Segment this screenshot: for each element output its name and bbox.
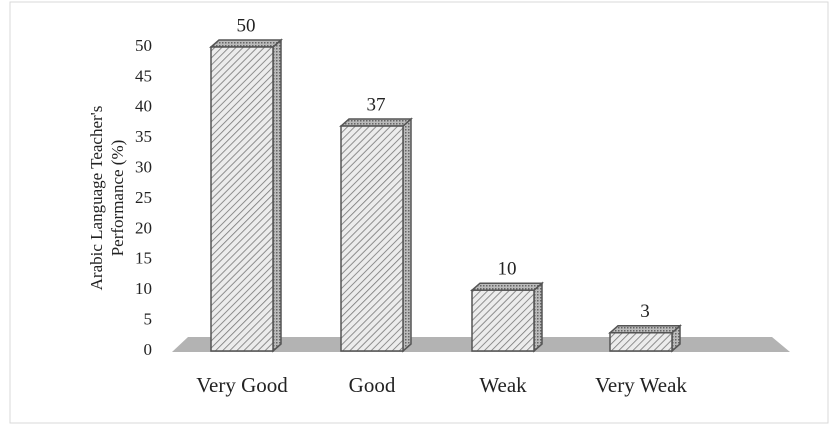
- y-tick-label: 40: [135, 97, 152, 116]
- x-tick-label: Good: [349, 373, 396, 397]
- y-axis-label: Arabic Language Teacher's: [87, 106, 106, 291]
- y-tick-label: 10: [135, 279, 152, 298]
- bar-top: [209, 39, 283, 48]
- bar-top: [608, 325, 682, 334]
- bar-side: [533, 281, 543, 353]
- bar: [339, 117, 413, 353]
- y-tick-label: 15: [135, 249, 152, 268]
- bar-top: [470, 282, 544, 291]
- x-tick-label: Very Weak: [595, 373, 687, 397]
- data-label: 50: [237, 15, 256, 36]
- y-tick-label: 35: [135, 127, 152, 146]
- bar-top: [339, 118, 413, 127]
- x-tick-label: Very Good: [196, 373, 288, 397]
- y-tick-label: 45: [135, 66, 152, 85]
- y-axis-label: Performance (%): [108, 140, 127, 257]
- data-label: 37: [367, 94, 386, 115]
- bar: [470, 281, 544, 353]
- y-tick-label: 50: [135, 36, 152, 55]
- y-tick-label: 25: [135, 188, 152, 207]
- bar-side: [402, 117, 412, 353]
- bar-front: [340, 125, 404, 352]
- bar-front: [210, 46, 274, 352]
- y-tick-label: 30: [135, 158, 152, 177]
- chart-frame: [9, 1, 829, 424]
- x-tick-label: Weak: [479, 373, 527, 397]
- bar-front: [609, 332, 673, 352]
- y-tick-label: 20: [135, 218, 152, 237]
- data-label: 10: [498, 259, 517, 280]
- bar: [608, 324, 682, 353]
- y-tick-label: 5: [144, 310, 153, 329]
- data-label: 3: [640, 301, 650, 322]
- bar-front: [471, 289, 535, 352]
- bar: [209, 38, 283, 353]
- y-tick-label: 0: [144, 340, 153, 359]
- bar-side: [272, 38, 282, 353]
